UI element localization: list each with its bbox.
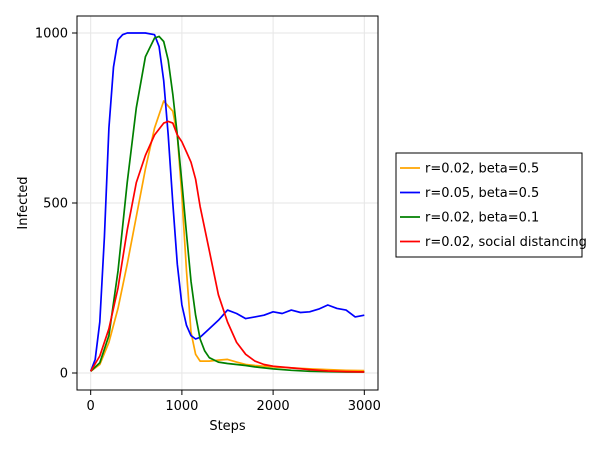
grid-lines [77,16,378,390]
x-axis-label: Steps [209,419,246,434]
legend-label: r=0.02, social distancing [425,235,587,250]
y-tick-label: 1000 [35,27,68,42]
x-tick-label: 0 [87,399,95,414]
y-tick-label: 500 [43,197,68,212]
series-line-2 [89,32,365,372]
legend-label: r=0.02, beta=0.1 [425,211,539,226]
y-axis-ticks: 0 500 1000 [35,27,77,382]
legend: r=0.02, beta=0.5 r=0.05, beta=0.5 r=0.02, … [395,152,587,258]
series-lines [89,32,365,373]
x-tick-label: 1000 [165,399,198,414]
x-tick-label: 2000 [257,399,290,414]
x-axis-ticks: 0 1000 2000 3000 [87,390,381,414]
legend-label: r=0.02, beta=0.5 [425,162,539,177]
legend-label: r=0.05, beta=0.5 [425,186,539,201]
legend-box [395,152,583,258]
series-line-3 [90,35,365,373]
series-line-4 [89,120,365,373]
y-axis-label: Infected [16,176,31,229]
y-tick-label: 0 [60,367,68,382]
x-tick-label: 3000 [348,399,381,414]
